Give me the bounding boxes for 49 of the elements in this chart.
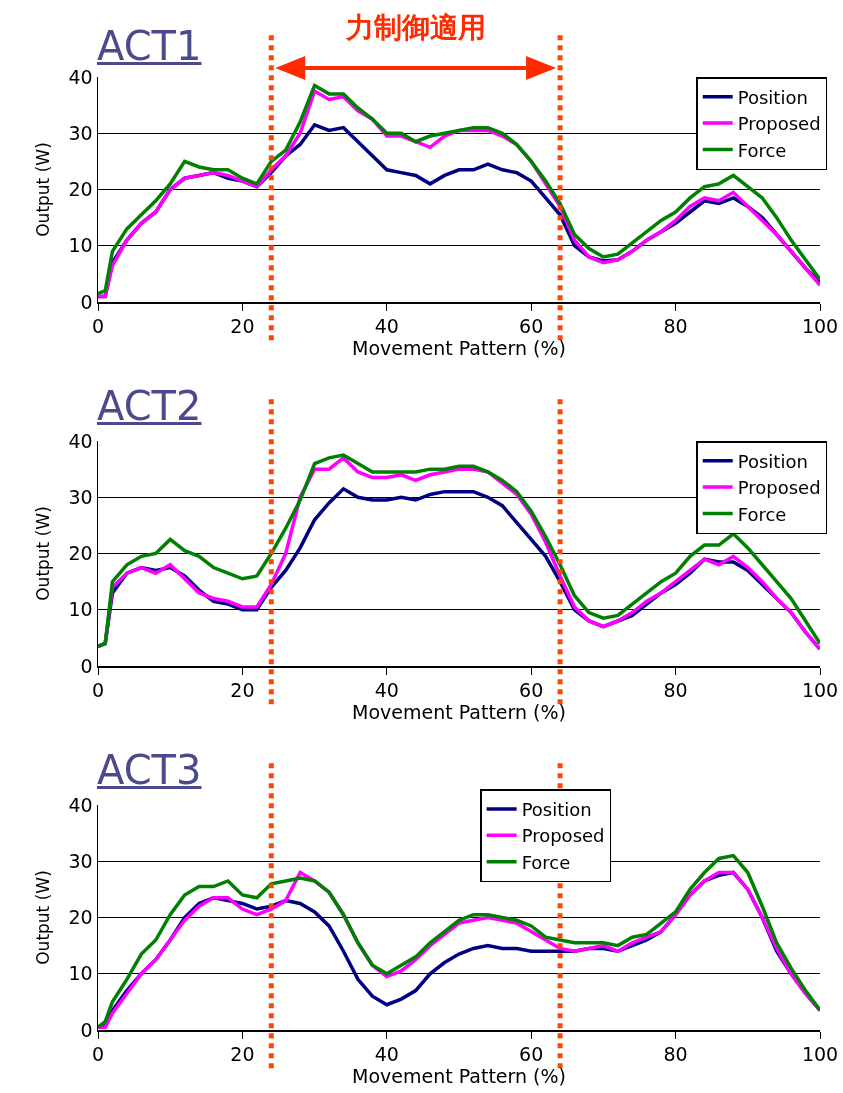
y-tick-label: 20 bbox=[68, 542, 93, 565]
x-axis-title: Movement Pattern (%) bbox=[352, 337, 566, 360]
legend-label: Proposed bbox=[737, 113, 821, 135]
x-tick-label: 100 bbox=[801, 1043, 839, 1066]
y-axis-title: Output (W) bbox=[33, 870, 54, 965]
x-tick-label: 80 bbox=[663, 679, 688, 702]
y-axis-title: Output (W) bbox=[33, 142, 54, 237]
x-tick-label: 20 bbox=[230, 679, 255, 702]
chart-title: ACT1 bbox=[97, 23, 202, 69]
legend-label: Position bbox=[737, 450, 808, 472]
x-tick-label: 20 bbox=[230, 315, 255, 338]
x-tick-label: 80 bbox=[663, 1043, 688, 1066]
legend-label: Position bbox=[737, 86, 808, 108]
x-tick-label: 40 bbox=[374, 679, 399, 702]
legend-label: Proposed bbox=[737, 477, 821, 499]
x-tick-label: 40 bbox=[374, 315, 399, 338]
chart-title: ACT3 bbox=[97, 747, 202, 793]
y-tick-label: 40 bbox=[68, 429, 93, 452]
y-tick-label: 0 bbox=[80, 654, 93, 677]
x-tick-label: 100 bbox=[801, 679, 839, 702]
x-tick-label: 60 bbox=[519, 679, 544, 702]
y-tick-label: 30 bbox=[68, 121, 93, 144]
x-tick-label: 100 bbox=[801, 315, 839, 338]
y-tick-label: 30 bbox=[68, 485, 93, 508]
x-axis-title: Movement Pattern (%) bbox=[352, 701, 566, 724]
y-tick-label: 20 bbox=[68, 906, 93, 929]
y-tick-label: 10 bbox=[68, 234, 93, 257]
y-tick-label: 40 bbox=[68, 65, 93, 88]
legend-label: Force bbox=[521, 851, 571, 873]
y-tick-label: 10 bbox=[68, 598, 93, 621]
legend-label: Force bbox=[737, 139, 787, 161]
y-tick-label: 0 bbox=[80, 1018, 93, 1041]
y-tick-label: 20 bbox=[68, 178, 93, 201]
y-axis-title: Output (W) bbox=[33, 506, 54, 601]
x-tick-label: 20 bbox=[230, 1043, 255, 1066]
y-tick-label: 30 bbox=[68, 849, 93, 872]
legend-label: Force bbox=[737, 503, 787, 525]
legend-label: Position bbox=[521, 798, 592, 820]
chart-title: ACT2 bbox=[97, 383, 202, 429]
y-tick-label: 0 bbox=[80, 290, 93, 313]
x-tick-label: 60 bbox=[519, 1043, 544, 1066]
x-tick-label: 80 bbox=[663, 315, 688, 338]
x-tick-label: 40 bbox=[374, 1043, 399, 1066]
text: 力制御適用 bbox=[345, 11, 486, 44]
x-axis-title: Movement Pattern (%) bbox=[352, 1065, 566, 1088]
legend-label: Proposed bbox=[521, 825, 605, 847]
y-tick-label: 40 bbox=[68, 793, 93, 816]
y-tick-label: 10 bbox=[68, 962, 93, 985]
x-tick-label: 60 bbox=[519, 315, 544, 338]
